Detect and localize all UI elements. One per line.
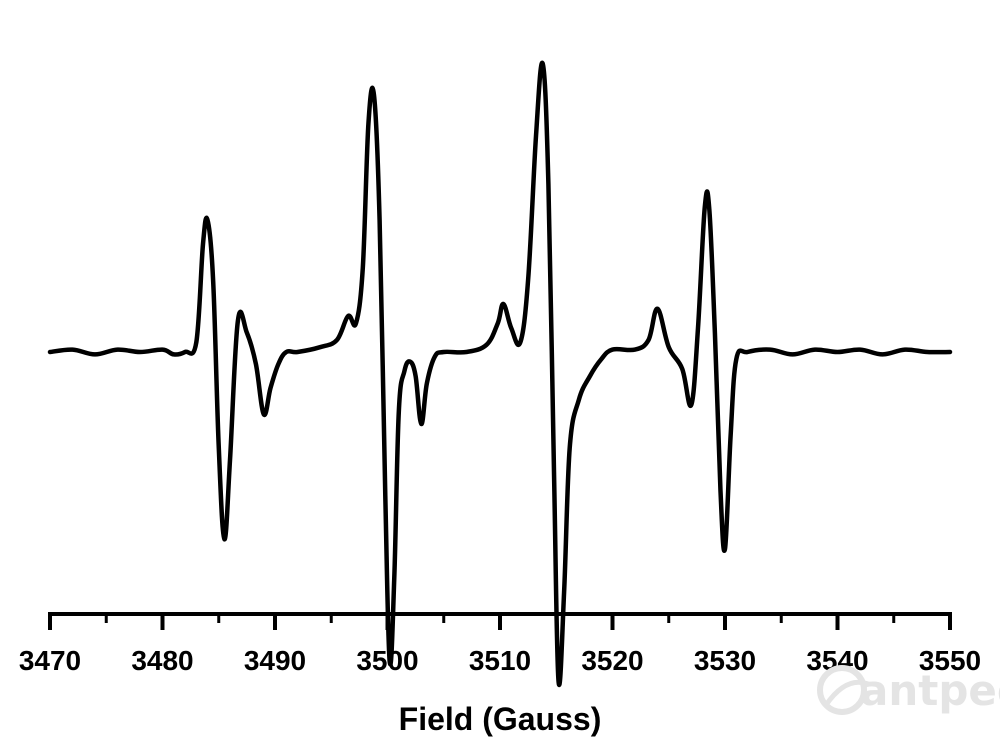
x-tick-label: 3470 [19, 645, 81, 676]
watermark-logo-icon [817, 665, 869, 715]
series-layer [47, 60, 953, 687]
x-tick-label: 3510 [469, 645, 531, 676]
watermark: antpedia [817, 665, 1000, 715]
x-tick-label: 3550 [919, 645, 981, 676]
x-tick-label: 3520 [581, 645, 643, 676]
x-tick-label: 3490 [244, 645, 306, 676]
x-axis-ticks: 3470 3480 3490 3500 3510 3520 3530 3540 3550 [19, 614, 981, 676]
x-tick-label: 3480 [131, 645, 193, 676]
x-axis-title: Field (Gauss) [399, 701, 602, 737]
x-tick-label: 3500 [356, 645, 418, 676]
spectrum-line [47, 60, 953, 687]
watermark-text: antpedia [860, 666, 1000, 715]
x-tick-label: 3530 [694, 645, 756, 676]
